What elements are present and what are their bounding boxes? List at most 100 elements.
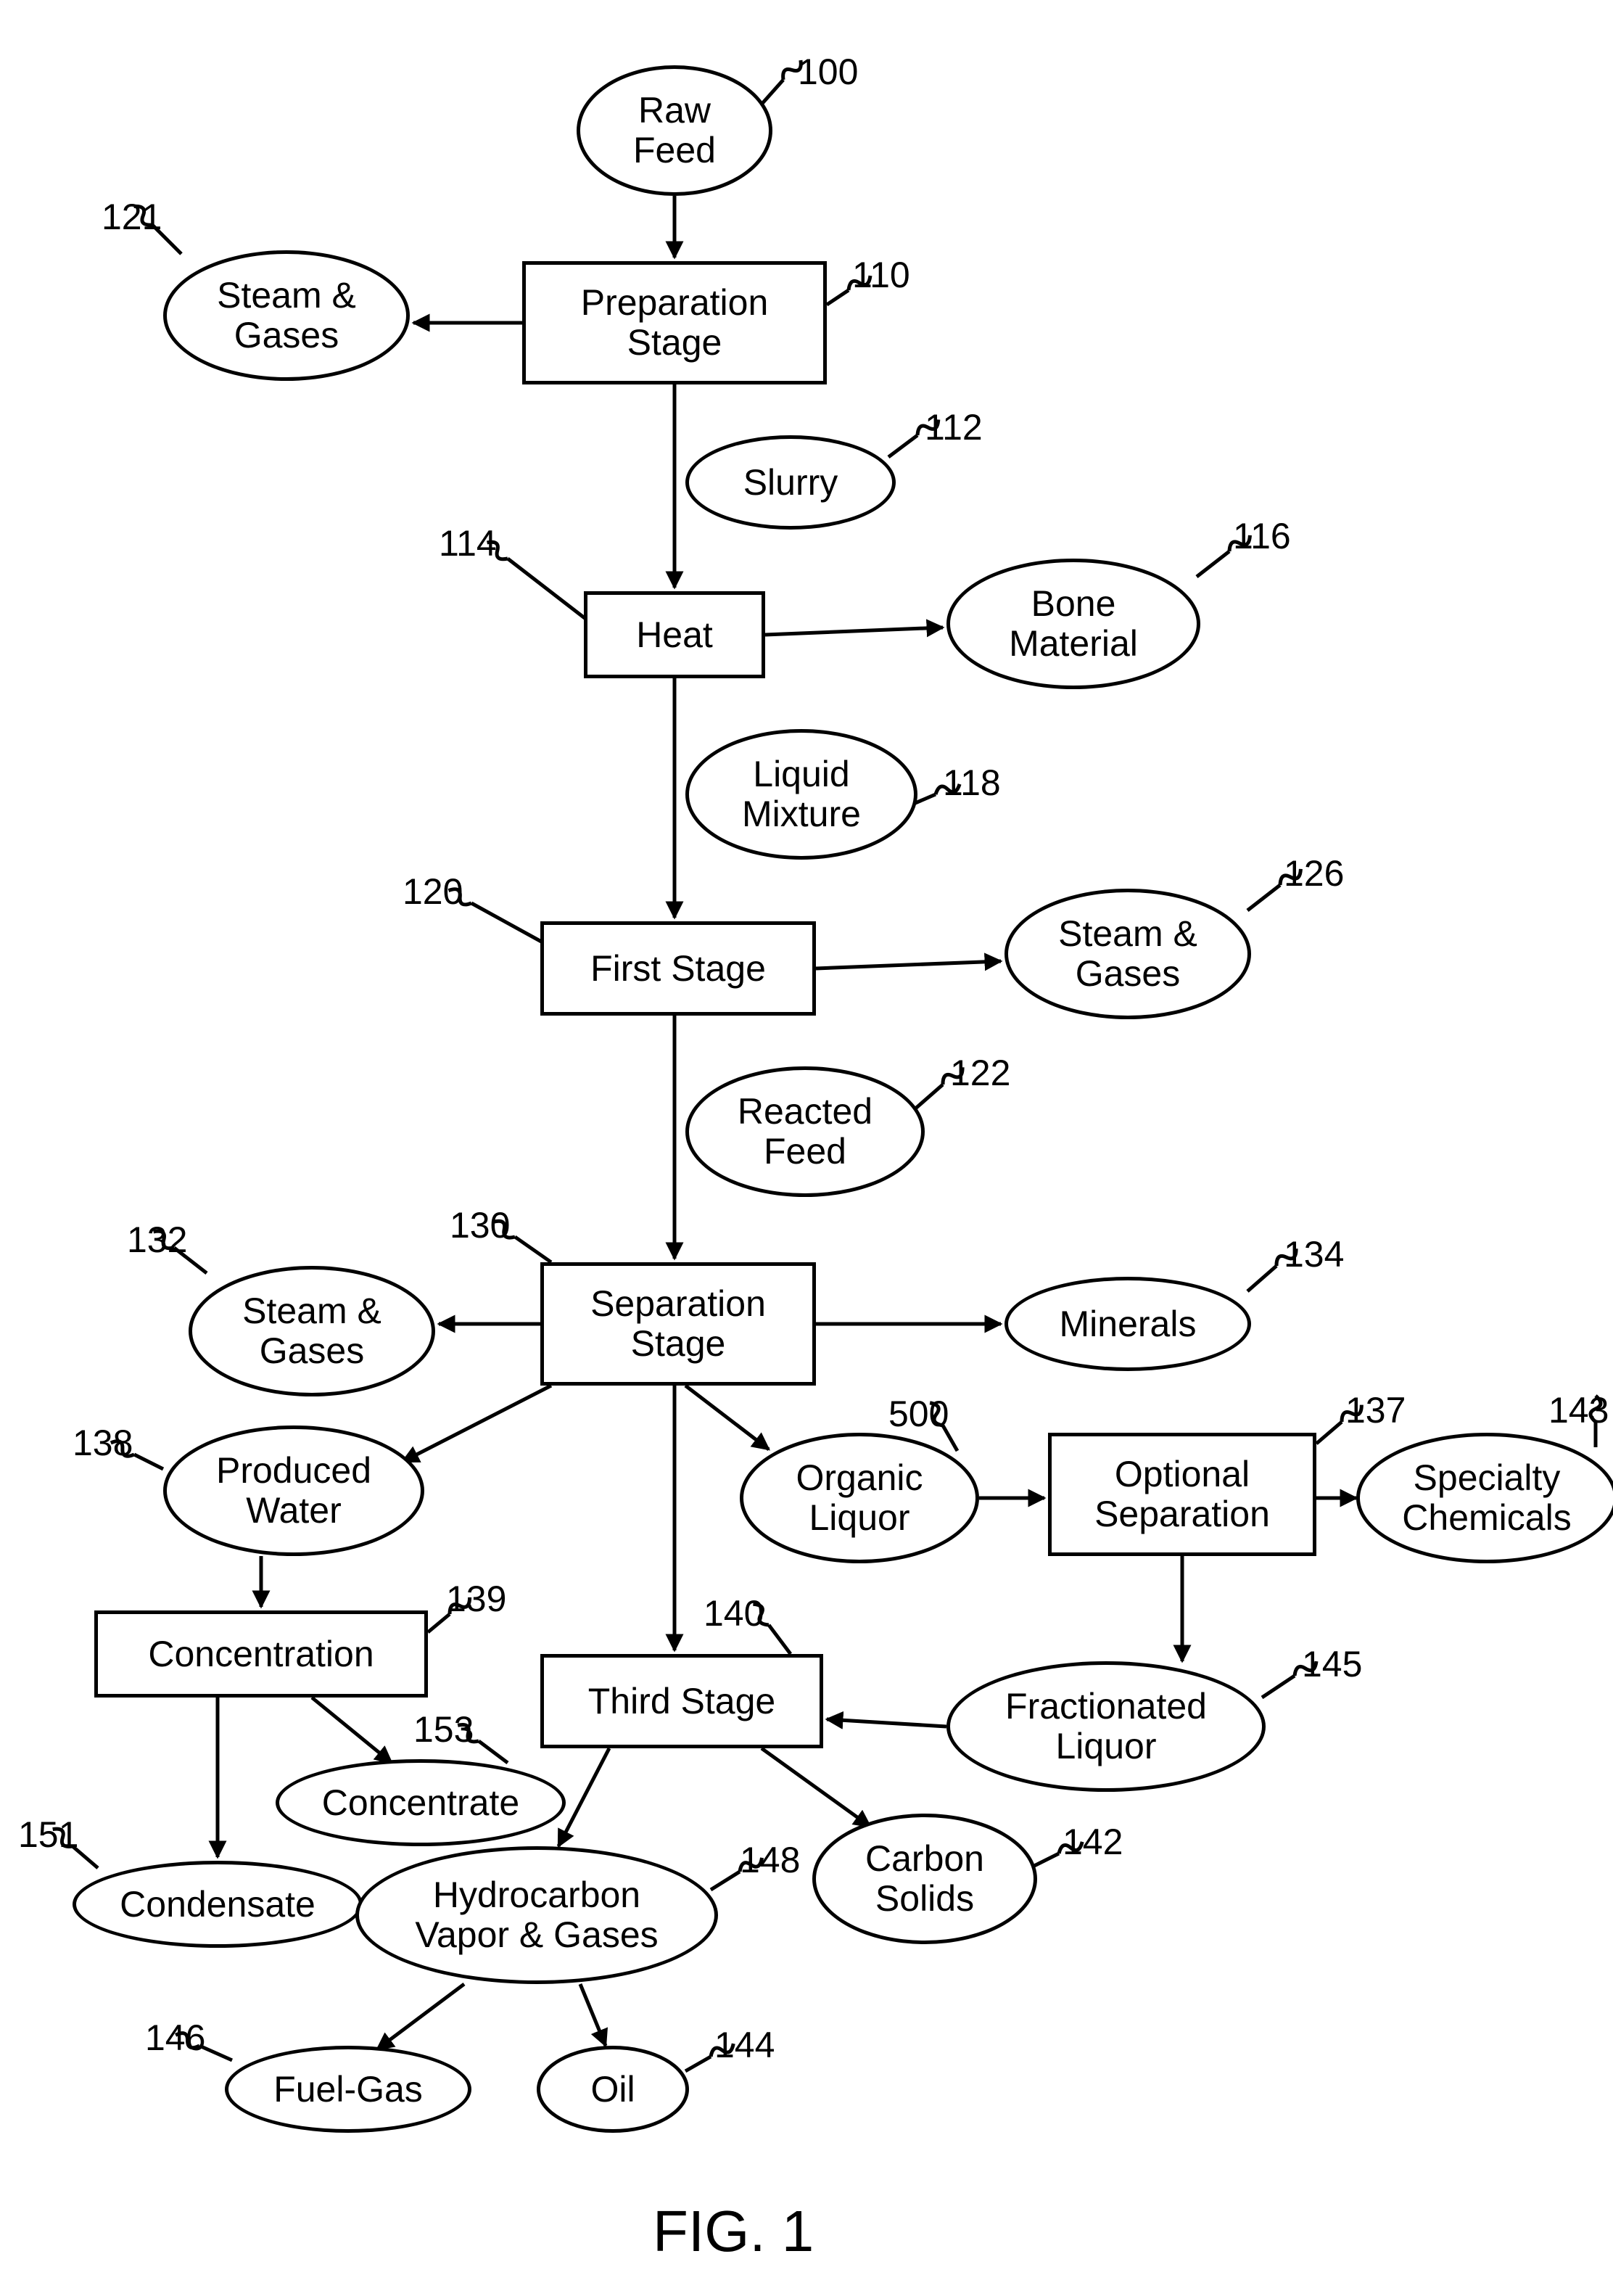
process-node-n130: SeparationStage	[540, 1262, 816, 1386]
reference-numeral: 153	[413, 1708, 474, 1750]
reference-lead-line	[711, 1872, 740, 1890]
node-label: LiquidMixture	[742, 754, 861, 834]
node-label: ProducedWater	[216, 1451, 371, 1531]
process-node-n140: Third Stage	[540, 1654, 823, 1748]
reference-numeral: 148	[740, 1839, 800, 1881]
reference-lead-line	[1247, 1266, 1276, 1291]
flow-arrow	[762, 1748, 870, 1827]
reference-numeral: 144	[714, 2024, 775, 2066]
material-node-n118: LiquidMixture	[685, 729, 917, 860]
node-label: Oil	[590, 2070, 635, 2110]
node-label: Steam &Gases	[217, 276, 356, 355]
node-label: Third Stage	[588, 1682, 775, 1721]
process-node-n110: PreparationStage	[522, 261, 827, 384]
material-node-n145: FractionatedLiquor	[946, 1661, 1266, 1792]
material-node-n100: RawFeed	[577, 65, 772, 196]
reference-numeral: 134	[1284, 1233, 1344, 1275]
reference-lead-line	[515, 1237, 551, 1262]
node-label: Steam &Gases	[242, 1291, 381, 1371]
node-label: First Stage	[590, 949, 766, 989]
node-label: Concentration	[148, 1634, 374, 1674]
reference-numeral: 151	[18, 1814, 78, 1856]
flow-arrow	[558, 1748, 609, 1846]
material-node-n151: Condensate	[73, 1861, 363, 1948]
node-label: Slurry	[743, 463, 838, 503]
reference-numeral: 130	[450, 1204, 510, 1246]
reference-numeral: 146	[145, 2017, 205, 2059]
reference-numeral: 118	[943, 762, 1001, 804]
material-node-n142: CarbonSolids	[812, 1814, 1037, 1944]
reference-lead-line	[471, 903, 544, 943]
process-node-n120: First Stage	[540, 921, 816, 1016]
material-node-n138: ProducedWater	[163, 1425, 424, 1556]
reference-numeral: 122	[950, 1052, 1010, 1094]
reference-lead-line	[827, 290, 849, 305]
material-node-n146: Fuel-Gas	[225, 2046, 471, 2133]
reference-lead-line	[479, 1741, 508, 1763]
material-node-n122: ReactedFeed	[685, 1066, 925, 1197]
node-label: PreparationStage	[581, 283, 769, 363]
material-node-n500: OrganicLiquor	[740, 1433, 979, 1563]
node-label: OptionalSeparation	[1094, 1454, 1270, 1534]
flow-arrow	[377, 1984, 464, 2049]
reference-lead-line	[685, 2057, 711, 2071]
material-node-n116: BoneMaterial	[946, 559, 1200, 689]
reference-lead-line	[888, 435, 917, 457]
reference-numeral: 116	[1233, 515, 1291, 557]
reference-lead-line	[1262, 1676, 1295, 1698]
reference-numeral: 138	[73, 1422, 133, 1464]
material-node-n148: HydrocarbonVapor & Gases	[355, 1846, 718, 1984]
material-node-n143: SpecialtyChemicals	[1356, 1433, 1613, 1563]
node-label: Fuel-Gas	[273, 2070, 423, 2110]
node-label: CarbonSolids	[865, 1839, 984, 1919]
material-node-n112: Slurry	[685, 435, 896, 530]
reference-numeral: 137	[1345, 1389, 1406, 1431]
reference-numeral: 132	[127, 1219, 187, 1261]
node-label: BoneMaterial	[1009, 584, 1138, 664]
node-label: HydrocarbonVapor & Gases	[415, 1875, 658, 1955]
reference-numeral: 126	[1284, 852, 1344, 894]
reference-numeral: 112	[925, 406, 983, 448]
node-label: Heat	[636, 615, 713, 655]
reference-numeral: 140	[704, 1592, 764, 1634]
material-node-n134: Minerals	[1004, 1277, 1251, 1371]
material-node-n132: Steam &Gases	[189, 1266, 435, 1396]
node-label: FractionatedLiquor	[1005, 1687, 1207, 1766]
node-label: Minerals	[1060, 1304, 1197, 1344]
reference-numeral: 114	[439, 522, 497, 564]
reference-lead-line	[508, 559, 587, 620]
flow-arrow	[816, 961, 1001, 968]
flow-arrow	[685, 1386, 769, 1449]
figure-caption: FIG. 1	[653, 2198, 814, 2265]
reference-numeral: 142	[1063, 1821, 1123, 1863]
flow-arrow	[403, 1386, 551, 1462]
reference-lead-line	[1247, 885, 1280, 910]
node-label: SpecialtyChemicals	[1402, 1458, 1571, 1538]
material-node-n121: Steam &Gases	[163, 250, 410, 381]
flowchart-canvas: FIG. 1 RawFeed100PreparationStage110Stea…	[0, 0, 1613, 2296]
reference-numeral: 121	[102, 196, 162, 238]
reference-lead-line	[134, 1454, 163, 1469]
flow-arrow	[827, 1719, 946, 1727]
node-label: SeparationStage	[590, 1284, 766, 1364]
reference-numeral: 143	[1548, 1389, 1609, 1431]
process-node-n114: Heat	[584, 591, 765, 678]
reference-lead-line	[1316, 1422, 1342, 1444]
reference-numeral: 145	[1302, 1643, 1362, 1685]
reference-lead-line	[1197, 551, 1229, 577]
reference-numeral: 120	[403, 871, 463, 913]
process-node-n139: Concentration	[94, 1610, 428, 1698]
reference-numeral: 500	[888, 1393, 949, 1435]
flow-arrow	[312, 1698, 392, 1763]
node-label: Steam &Gases	[1058, 914, 1197, 994]
reference-lead-line	[769, 1625, 791, 1654]
reference-numeral: 100	[798, 51, 858, 93]
node-label: Condensate	[120, 1885, 315, 1925]
material-node-n153: Concentrate	[276, 1759, 566, 1846]
material-node-n144: Oil	[537, 2046, 689, 2133]
node-label: OrganicLiquor	[796, 1458, 923, 1538]
node-label: ReactedFeed	[738, 1092, 872, 1172]
flow-arrow	[765, 628, 943, 635]
node-label: RawFeed	[633, 91, 716, 170]
material-node-n126: Steam &Gases	[1004, 889, 1251, 1019]
